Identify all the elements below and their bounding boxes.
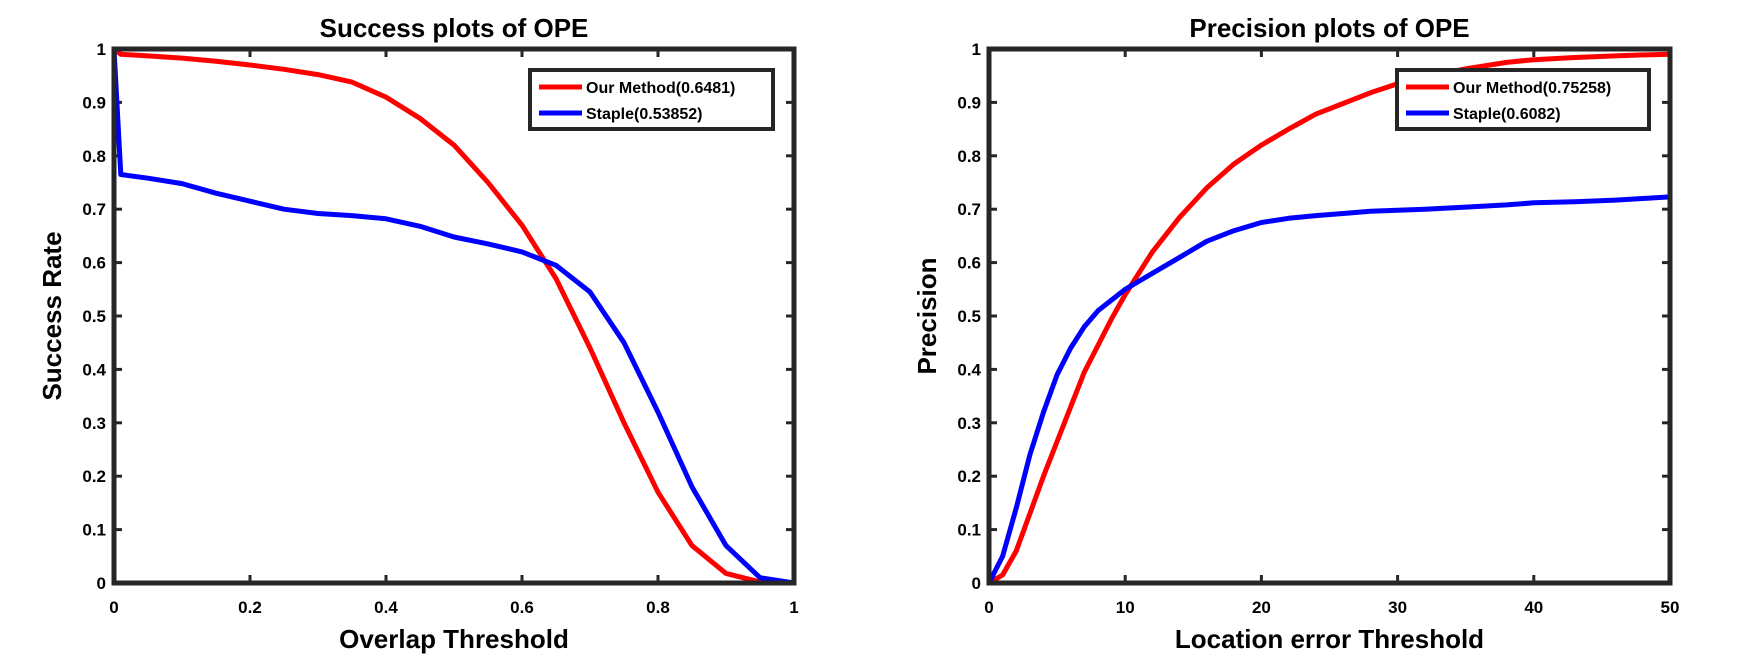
y-axis-label: Precision <box>912 257 942 374</box>
y-tick-label: 0.7 <box>82 200 106 219</box>
legend-box <box>1395 68 1651 131</box>
y-axis-label: Success Rate <box>37 231 67 400</box>
legend-box <box>528 68 775 131</box>
legend: Our Method(0.75258) Staple(0.6082) <box>1395 68 1651 131</box>
y-tick-label: 0.6 <box>957 254 981 273</box>
y-tick-label: 0.7 <box>957 200 981 219</box>
x-tick-label: 10 <box>1116 598 1135 617</box>
x-tick-label: 0.2 <box>238 598 262 617</box>
y-tick-label: 0.3 <box>82 414 106 433</box>
x-axis-label: Overlap Threshold <box>339 624 569 654</box>
chart-title: Success plots of OPE <box>320 13 589 43</box>
y-tick-label: 0.8 <box>82 147 106 166</box>
legend-label: Staple(0.53852) <box>586 106 703 123</box>
y-tick-label: 0.9 <box>82 93 106 112</box>
x-tick-label: 20 <box>1252 598 1271 617</box>
chart-title: Precision plots of OPE <box>1189 13 1469 43</box>
x-tick-label: 30 <box>1388 598 1407 617</box>
axes-frame <box>986 46 1673 586</box>
x-tick-label: 0.8 <box>646 598 670 617</box>
chart-panel-2: 00.10.20.30.40.50.60.70.80.910 10 20 30 40 50… <box>912 13 1679 654</box>
x-tick-label: 50 <box>1661 598 1680 617</box>
x-axis-label: Location error Threshold <box>1175 624 1484 654</box>
legend-label: Our Method(0.75258) <box>1453 80 1611 97</box>
y-tick-label: 0.6 <box>82 254 106 273</box>
x-tick-label: 0 <box>109 598 118 617</box>
y-tick-label: 1 <box>97 40 106 59</box>
legend-label: Staple(0.6082) <box>1453 106 1561 123</box>
plot-area <box>989 49 1670 583</box>
y-tick-label: 0.5 <box>957 307 981 326</box>
y-tick-label: 1 <box>972 40 981 59</box>
axes-frame <box>111 46 797 586</box>
x-tick-label: 0 <box>984 598 993 617</box>
series-line-our-method <box>111 46 797 586</box>
y-tick-label: 0.5 <box>82 307 106 326</box>
y-tick-label: 0.2 <box>82 467 106 486</box>
y-tick-label: 0 <box>97 574 106 593</box>
plot-area <box>114 49 794 583</box>
y-tick-label: 0.4 <box>82 360 106 379</box>
series-line-staple <box>111 46 797 586</box>
y-tick-label: 0.2 <box>957 467 981 486</box>
y-tick-label: 0.3 <box>957 414 981 433</box>
y-tick-label: 0 <box>972 574 981 593</box>
legend: Our Method(0.6481) Staple(0.53852) <box>528 68 775 131</box>
chart-panel-1: 0 0.1 0.2 0.3 0.4 0.5 0.6 0.7 0.8 0.9 1 0 0.2 0.4 0.6 0… <box>37 13 799 654</box>
series-line-staple <box>986 194 1673 586</box>
x-tick-label: 0.6 <box>510 598 534 617</box>
x-tick-label: 1 <box>789 598 798 617</box>
legend-label: Our Method(0.6481) <box>586 80 735 97</box>
x-tick-label: 0.4 <box>374 598 398 617</box>
series-line-our-method <box>986 51 1673 586</box>
y-tick-label: 0.1 <box>957 521 981 540</box>
y-tick-label: 0.9 <box>957 93 981 112</box>
y-tick-label: 0.1 <box>82 521 106 540</box>
y-tick-label: 0.8 <box>957 147 981 166</box>
y-tick-label: 0.4 <box>957 360 981 379</box>
x-tick-label: 40 <box>1524 598 1543 617</box>
